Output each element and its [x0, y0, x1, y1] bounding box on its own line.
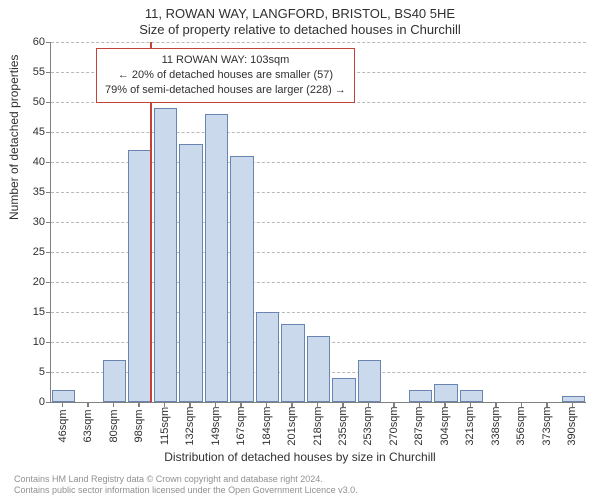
xtick-label: 338sqm	[490, 396, 502, 456]
gridline	[51, 132, 586, 133]
bar	[154, 108, 177, 402]
ytick-label: 45	[15, 126, 45, 138]
ytick-label: 55	[15, 66, 45, 78]
gridline	[51, 42, 586, 43]
xtick-label: 373sqm	[541, 396, 553, 456]
ytick-label: 15	[15, 306, 45, 318]
ytick-mark	[46, 402, 51, 404]
xtick-label: 390sqm	[566, 396, 578, 456]
ytick-mark	[46, 222, 51, 224]
ytick-label: 20	[15, 276, 45, 288]
footer: Contains HM Land Registry data © Crown c…	[14, 474, 358, 496]
xtick-label: 98sqm	[133, 396, 145, 456]
ytick-mark	[46, 342, 51, 344]
footer-line2: Contains public sector information licen…	[14, 485, 358, 496]
xtick-label: 46sqm	[57, 396, 69, 456]
ytick-mark	[46, 42, 51, 44]
ytick-label: 10	[15, 336, 45, 348]
ytick-mark	[46, 282, 51, 284]
ytick-label: 50	[15, 96, 45, 108]
xtick-label: 201sqm	[286, 396, 298, 456]
footer-line1: Contains HM Land Registry data © Crown c…	[14, 474, 358, 485]
xtick-label: 115sqm	[159, 396, 171, 456]
title-sub: Size of property relative to detached ho…	[0, 22, 600, 37]
ytick-label: 60	[15, 36, 45, 48]
bar	[179, 144, 202, 402]
ytick-mark	[46, 252, 51, 254]
xtick-label: 184sqm	[261, 396, 273, 456]
bar	[230, 156, 253, 402]
ytick-label: 35	[15, 186, 45, 198]
xtick-label: 287sqm	[413, 396, 425, 456]
xtick-label: 356sqm	[515, 396, 527, 456]
info-box-line2: ← 20% of detached houses are smaller (57…	[105, 68, 346, 83]
ytick-label: 5	[15, 366, 45, 378]
bar	[205, 114, 228, 402]
ytick-mark	[46, 102, 51, 104]
ytick-label: 0	[15, 396, 45, 408]
bar	[256, 312, 279, 402]
xtick-label: 80sqm	[108, 396, 120, 456]
ytick-mark	[46, 192, 51, 194]
ytick-mark	[46, 72, 51, 74]
bar	[128, 150, 151, 402]
xtick-label: 149sqm	[210, 396, 222, 456]
ytick-mark	[46, 132, 51, 134]
ytick-label: 30	[15, 216, 45, 228]
xtick-label: 132sqm	[184, 396, 196, 456]
info-box-line1: 11 ROWAN WAY: 103sqm	[105, 53, 346, 68]
ytick-mark	[46, 312, 51, 314]
ytick-label: 40	[15, 156, 45, 168]
ytick-mark	[46, 372, 51, 374]
bar	[281, 324, 304, 402]
ytick-mark	[46, 162, 51, 164]
xtick-label: 270sqm	[388, 396, 400, 456]
xtick-label: 304sqm	[439, 396, 451, 456]
title-main: 11, ROWAN WAY, LANGFORD, BRISTOL, BS40 5…	[0, 6, 600, 21]
info-box-line3: 79% of semi-detached houses are larger (…	[105, 83, 346, 98]
xtick-label: 321sqm	[464, 396, 476, 456]
ytick-label: 25	[15, 246, 45, 258]
xtick-label: 63sqm	[82, 396, 94, 456]
bar	[307, 336, 330, 402]
xtick-label: 218sqm	[312, 396, 324, 456]
xtick-label: 167sqm	[235, 396, 247, 456]
xtick-label: 235sqm	[337, 396, 349, 456]
xtick-label: 253sqm	[362, 396, 374, 456]
info-box: 11 ROWAN WAY: 103sqm ← 20% of detached h…	[96, 48, 355, 103]
